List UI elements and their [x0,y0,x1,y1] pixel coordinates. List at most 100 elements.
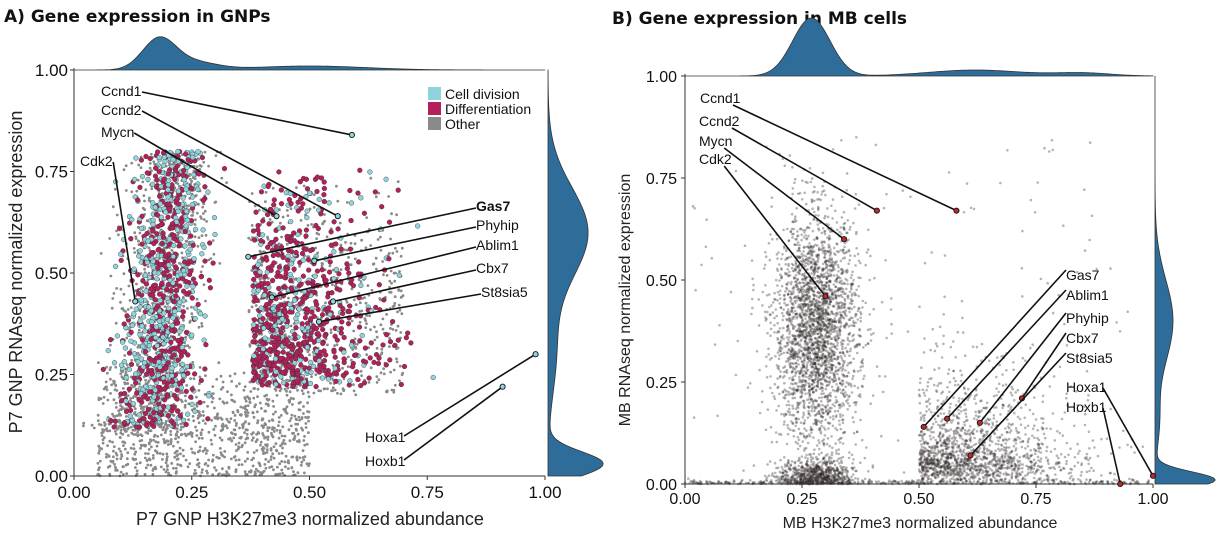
scatter-point [811,407,814,410]
scatter-point [128,329,134,335]
scatter-point [175,148,181,155]
scatter-point [258,362,264,368]
scatter-point [194,440,198,444]
scatter-point [193,223,197,226]
scatter-point [134,413,138,417]
scatter-point [120,453,123,456]
scatter-point [248,343,252,346]
scatter-point [189,202,196,208]
scatter-point [844,369,847,372]
scatter-point [269,455,273,458]
scatter-point [184,217,191,223]
scatter-point [183,208,190,214]
scatter-point [105,348,111,354]
scatter-point [282,309,288,315]
scatter-point [258,462,261,466]
scatter-point [157,291,163,297]
scatter-point [775,314,778,318]
scatter-point [254,403,257,406]
scatter-point [865,251,869,254]
scatter-point [111,297,115,300]
scatter-point [137,328,141,332]
scatter-point [188,172,192,176]
scatter-point [303,471,306,475]
scatter-point [267,419,271,423]
scatter-point [335,184,338,188]
scatter-point [205,449,209,452]
scatter-point [146,253,152,259]
scatter-point [260,407,263,410]
scatter-point [816,223,820,226]
scatter-point [279,297,283,300]
scatter-point [826,207,829,210]
scatter-point [264,435,268,439]
scatter-point [169,430,173,433]
scatter-point [195,395,198,399]
scatter-point [253,473,257,476]
scatter-point [255,432,258,436]
scatter-point [249,238,253,242]
scatter-point [315,306,321,313]
scatter-point [268,466,271,469]
scatter-point [169,365,175,371]
scatter-point [150,200,156,206]
scatter-point [156,441,160,444]
scatter-point [97,361,100,364]
scatter-point [337,287,343,293]
scatter-point [363,359,369,365]
scatter-point [121,321,127,327]
scatter-point [387,339,394,345]
scatter-point [192,377,196,381]
scatter-point [288,399,292,402]
scatter-point [128,338,134,344]
scatter-point [160,230,166,236]
scatter-point [286,363,292,369]
scatter-point [852,221,855,225]
scatter-point [121,473,125,476]
scatter-point [132,176,138,183]
scatter-point [260,418,264,422]
scatter-point [183,388,189,395]
scatter-point [112,449,115,453]
scatter-point [117,447,121,451]
scatter-point [136,433,140,437]
scatter-point [245,432,249,436]
scatter-point [199,215,203,219]
scatter-point [144,170,150,176]
x-tick-label: 0.75 [411,483,444,502]
scatter-point [220,176,224,180]
scatter-point [174,466,178,470]
scatter-point [171,233,177,239]
scatter-point [353,352,359,358]
scatter-point [114,469,117,472]
scatter-point [372,189,378,195]
scatter-point [293,434,297,438]
gene-label: Ccnd2 [101,102,142,118]
scatter-point [339,243,343,247]
scatter-point [149,232,152,236]
scatter-point [242,422,246,425]
scatter-point [203,393,207,396]
scatter-point [337,360,340,364]
scatter-point [119,429,123,432]
scatter-point [274,448,278,452]
scatter-point [303,246,309,252]
scatter-point [848,258,851,262]
scatter-point [256,421,259,425]
scatter-point [171,404,177,411]
scatter-point [194,218,197,222]
scatter-point [354,369,360,375]
scatter-point [143,383,149,390]
scatter-point [293,249,299,256]
scatter-point [165,458,169,462]
scatter-point [341,334,347,341]
scatter-point [277,424,280,427]
scatter-point [171,269,175,272]
scatter-point [340,372,346,379]
scatter-point [114,401,118,405]
scatter-point [396,310,399,314]
scatter-point [394,329,398,332]
scatter-point [280,460,284,463]
scatter-point [138,225,145,232]
scatter-point [264,382,270,388]
